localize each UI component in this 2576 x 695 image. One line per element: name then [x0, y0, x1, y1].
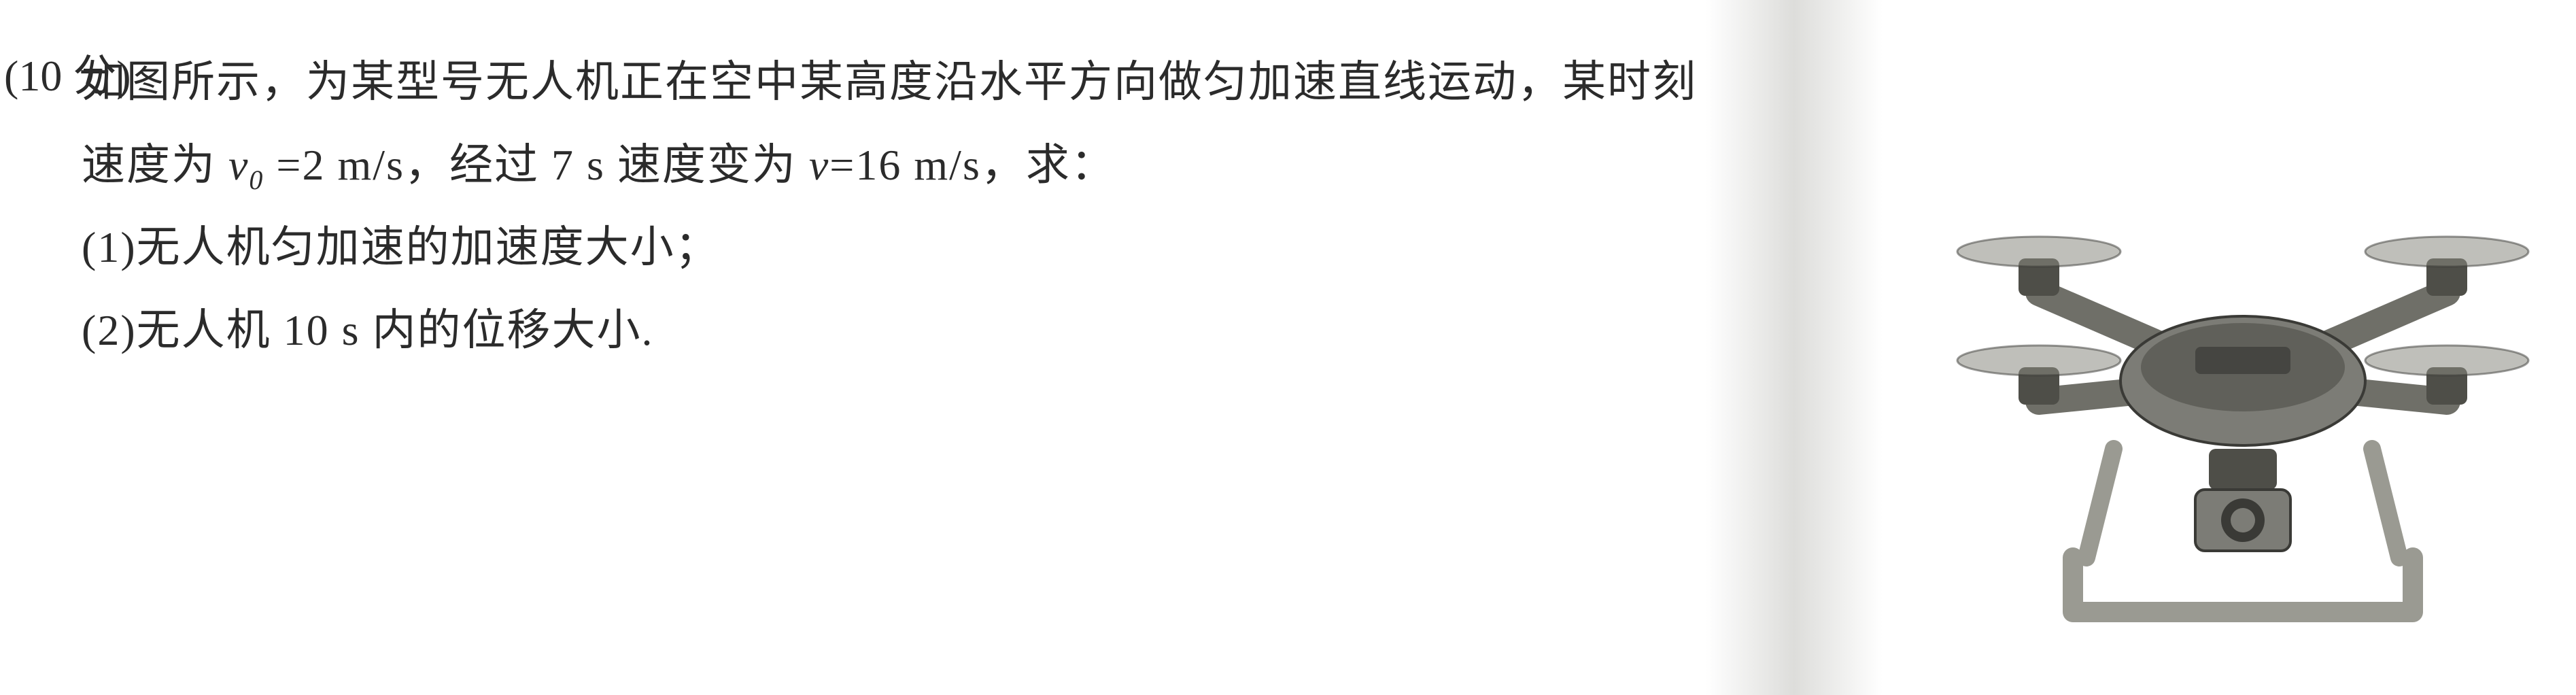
line1-text: 如图所示，为某型号无人机正在空中某高度沿水平方向做匀加速直线运动，某时刻: [82, 58, 1697, 106]
part-1: (1)无人机匀加速的加速度大小；: [82, 206, 1883, 289]
line-2: 速度为 v0 =2 m/s，经过 7 s 速度变为 v=16 m/s，求：: [82, 124, 1883, 207]
line2a: 速度为: [82, 141, 228, 189]
question-body: 如图所示，为某型号无人机正在空中某高度沿水平方向做匀加速直线运动，某时刻 速度为…: [82, 41, 1883, 371]
eq2-text: =16 m/s，求：: [829, 141, 1116, 189]
v-symbol: v: [809, 141, 829, 189]
drone-svg: [1937, 177, 2549, 653]
v0-subscript: 0: [249, 164, 264, 194]
exam-question: 13. (10 分) 如图所示，为某型号无人机正在空中某高度沿水平方向做匀加速直…: [0, 0, 2576, 695]
line-1: 如图所示，为某型号无人机正在空中某高度沿水平方向做匀加速直线运动，某时刻: [82, 41, 1883, 124]
v0-symbol: v: [228, 141, 249, 189]
part-2: (2)无人机 10 s 内的位移大小.: [82, 289, 1883, 372]
eq1-text: =2 m/s，经过 7 s 速度变为: [264, 141, 808, 189]
drone-illustration: [1937, 177, 2549, 653]
